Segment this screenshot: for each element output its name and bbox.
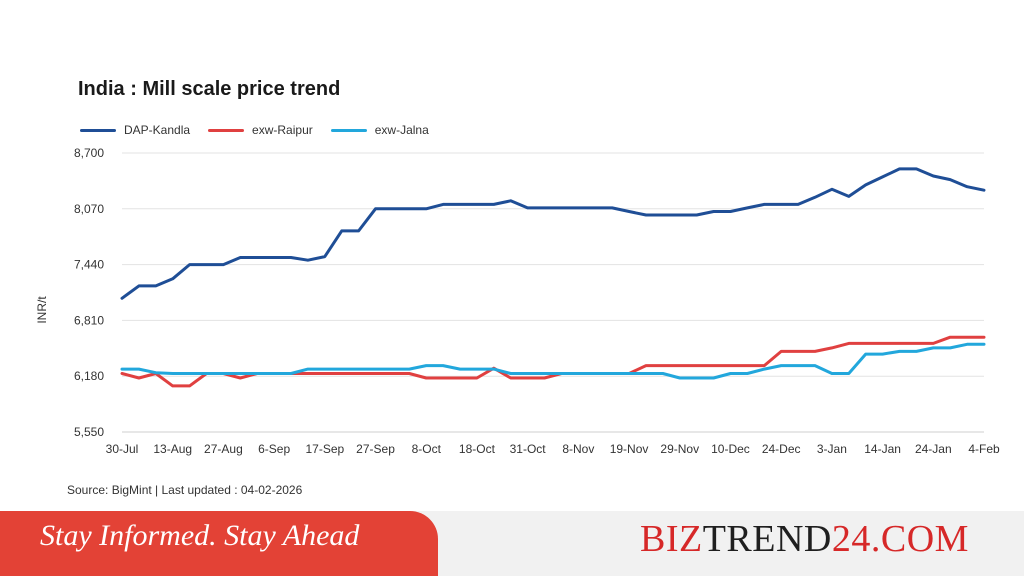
brand-part-biz: BIZ xyxy=(640,518,703,560)
x-tick-label: 29-Nov xyxy=(660,442,699,456)
y-tick-label: 6,810 xyxy=(74,313,104,327)
legend-label-dap-kandla: DAP-Kandla xyxy=(124,123,191,137)
brand-part-trend: TREND xyxy=(702,518,832,560)
x-tick-label: 19-Nov xyxy=(610,442,649,456)
x-tick-label: 27-Sep xyxy=(356,442,395,456)
x-tick-label: 31-Oct xyxy=(510,442,547,456)
x-tick-label: 18-Oct xyxy=(459,442,496,456)
chart-title: India : Mill scale price trend xyxy=(78,78,341,100)
y-tick-label: 6,180 xyxy=(74,369,104,383)
y-tick-label: 8,700 xyxy=(74,146,104,160)
legend-swatch-exw-raipur xyxy=(208,128,245,132)
x-tick-label: 17-Sep xyxy=(305,442,344,456)
x-tick-label: 6-Sep xyxy=(258,442,290,456)
x-tick-label: 4-Feb xyxy=(968,442,1000,456)
x-tick-label: 27-Aug xyxy=(204,442,243,456)
x-tick-label: 13-Aug xyxy=(153,442,192,456)
brand-part-24com: 24.COM xyxy=(831,518,969,560)
x-tick-label: 10-Dec xyxy=(711,442,750,456)
x-tick-label: 8-Nov xyxy=(562,442,594,456)
y-axis-label: INR/t xyxy=(35,296,49,324)
y-tick-label: 7,440 xyxy=(74,258,104,272)
tagline-text: Stay Informed. Stay Ahead xyxy=(40,519,360,552)
brand-logo: BIZTREND24.COM xyxy=(640,517,969,561)
source-note: Source: BigMint | Last updated : 04-02-2… xyxy=(67,483,303,497)
footer-banner: Stay Informed. Stay Ahead BIZTREND24.COM xyxy=(0,511,1024,576)
legend-item-exw-raipur: exw-Raipur xyxy=(208,123,313,137)
y-tick-label: 8,070 xyxy=(74,202,104,216)
y-tick-label: 5,550 xyxy=(74,425,104,439)
legend-label-exw-jalna: exw-Jalna xyxy=(374,123,429,137)
tagline-panel: Stay Informed. Stay Ahead xyxy=(0,511,438,576)
x-tick-label: 14-Jan xyxy=(864,442,901,456)
x-tick-label: 8-Oct xyxy=(412,442,442,456)
series-line-dap-kandla xyxy=(120,167,986,300)
x-tick-label: 30-Jul xyxy=(106,442,139,456)
legend-swatch-exw-jalna xyxy=(330,128,367,132)
chart-legend: DAP-Kandla exw-Raipur exw-Jalna xyxy=(80,123,429,137)
legend-swatch-dap-kandla xyxy=(80,128,116,132)
x-tick-label: 3-Jan xyxy=(817,442,847,456)
legend-item-dap-kandla: DAP-Kandla xyxy=(80,123,190,137)
x-tick-label: 24-Dec xyxy=(762,442,801,456)
series-line-exw-jalna xyxy=(120,342,986,380)
x-tick-label: 24-Jan xyxy=(915,442,952,456)
legend-label-exw-raipur: exw-Raipur xyxy=(252,123,313,137)
legend-item-exw-jalna: exw-Jalna xyxy=(330,123,429,137)
series-line-exw-raipur xyxy=(120,335,986,388)
